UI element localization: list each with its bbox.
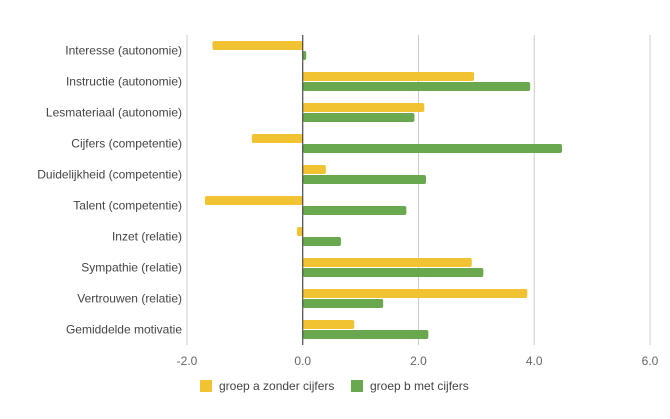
bar-groep-b (302, 175, 427, 184)
category-label: Inzet (relatie) (112, 230, 182, 244)
x-tick-label: 2.0 (410, 354, 427, 368)
category-label: Sympathie (relatie) (81, 261, 182, 275)
category-label: Talent (competentie) (73, 199, 182, 213)
bar-groep-b (302, 144, 563, 153)
x-tick-label: 0.0 (294, 354, 311, 368)
category-label: Lesmateriaal (autonomie) (46, 106, 182, 120)
legend-label: groep b met cijfers (370, 379, 469, 393)
x-tick-label: 4.0 (526, 354, 543, 368)
bar-groep-a (302, 103, 425, 112)
legend: groep a zonder cijfers groep b met cijfer… (200, 379, 469, 393)
category-label: Interesse (autonomie) (65, 44, 182, 58)
bar-groep-a (251, 134, 303, 143)
category-label: Instructie (autonomie) (66, 75, 182, 89)
bar-groep-b (302, 82, 531, 91)
x-tick-label: -2.0 (177, 354, 198, 368)
bar-groep-a (302, 320, 355, 329)
x-tick-labels: -2.0 0.0 2.0 4.0 6.0 (177, 354, 659, 368)
x-tick-label: 6.0 (642, 354, 659, 368)
bar-groep-a (302, 72, 475, 81)
bar-groep-b (302, 330, 429, 339)
bar-groep-a (302, 289, 528, 298)
bar-groep-a (302, 165, 326, 174)
bar-groep-a (302, 258, 472, 267)
category-label: Duidelijkheid (competentie) (37, 168, 182, 182)
bar-groep-a (296, 227, 303, 236)
category-label: Vertrouwen (relatie) (77, 292, 182, 306)
category-label: Gemiddelde motivatie (66, 323, 182, 337)
legend-swatch (351, 380, 363, 392)
category-label: Cijfers (competentie) (71, 137, 182, 151)
legend-label: groep a zonder cijfers (219, 379, 334, 393)
bar-groep-b (302, 299, 384, 308)
bar-groep-b (302, 206, 407, 215)
legend-swatch (200, 380, 212, 392)
bar-groep-b (302, 113, 415, 122)
bar-groep-b (302, 51, 307, 60)
category-labels: Interesse (autonomie) Instructie (autonom… (37, 44, 182, 337)
bar-groep-b (302, 237, 341, 246)
gridlines (186, 35, 651, 345)
bar-groep-b (302, 268, 484, 277)
bar-groep-a (212, 41, 303, 50)
bars (204, 41, 563, 339)
bar-groep-a (204, 196, 303, 205)
